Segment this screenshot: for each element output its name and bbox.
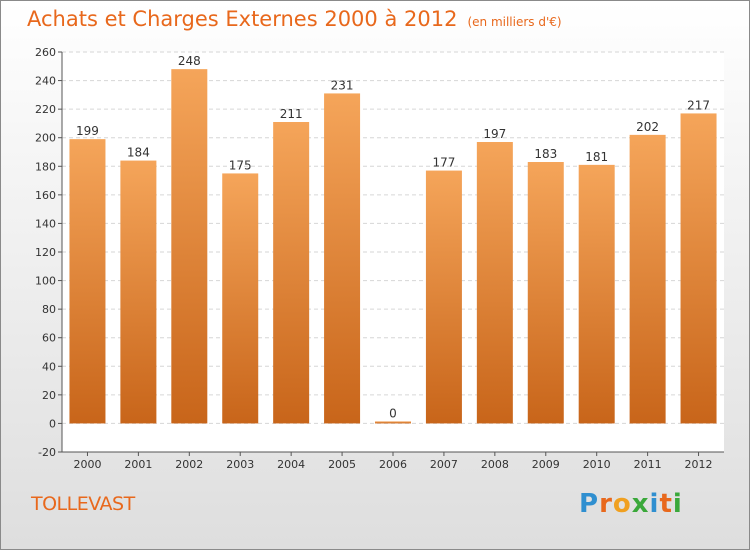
y-tick-label: 160 (35, 189, 56, 202)
logo-letter: i (672, 489, 683, 519)
x-tick-label: 2003 (226, 458, 254, 471)
bar-value-label: 175 (229, 158, 252, 172)
y-tick-label: 140 (35, 217, 56, 230)
y-axis: -20 0 20 40 60 80 100 120 140 160 180 200 220 240 260 (35, 46, 63, 459)
bar-value-label: 0 (389, 406, 397, 420)
x-tick-label: 2006 (379, 458, 407, 471)
bar-2009 (527, 162, 564, 424)
bar-value-label: 202 (636, 120, 659, 134)
logo-letter: r (599, 489, 613, 519)
bars: 199 184 248 175 211 231 0 177 197 183 181 202 217 (69, 54, 717, 424)
x-tick-label: 2004 (277, 458, 305, 471)
bar-2005 (324, 93, 361, 424)
bar-value-label: 177 (432, 156, 455, 170)
x-tick-label: 2011 (634, 458, 662, 471)
grid-lines (62, 51, 724, 453)
x-tick-label: 2002 (175, 458, 203, 471)
commune-name: TOLLEVAST (31, 493, 135, 515)
y-tick-label: 220 (35, 103, 56, 116)
y-tick-label: 80 (42, 303, 56, 316)
logo-letter: o (612, 489, 632, 519)
bar-2003 (222, 173, 259, 424)
bar-value-label: 199 (76, 124, 99, 138)
bar-2007 (425, 170, 462, 424)
x-tick-label: 2008 (481, 458, 509, 471)
x-tick-label: 2007 (430, 458, 458, 471)
x-tick-label: 2009 (532, 458, 560, 471)
logo-letter: x (631, 489, 650, 519)
bar-2006 (375, 421, 411, 424)
bar-2001 (120, 160, 157, 424)
bar-value-label: 217 (687, 98, 710, 112)
y-tick-label: 120 (35, 246, 56, 259)
x-tick-label: 2001 (124, 458, 152, 471)
y-tick-label: 180 (35, 160, 56, 173)
bar-2012 (680, 113, 717, 424)
x-tick-label: 2000 (73, 458, 101, 471)
bar-2004 (273, 122, 310, 424)
logo-letter: t (659, 489, 673, 519)
bar-value-label: 197 (483, 127, 506, 141)
y-tick-label: 100 (35, 275, 56, 288)
logo-letter: i (649, 489, 660, 519)
x-tick-label: 2010 (583, 458, 611, 471)
bar-2011 (629, 134, 666, 424)
y-tick-label: 40 (42, 360, 56, 373)
chart-subtitle: (en milliers d'€) (467, 15, 562, 29)
bar-2008 (476, 142, 513, 424)
chart-title-text: Achats et Charges Externes 2000 à 2012 (27, 7, 458, 31)
bar-value-label: 211 (280, 107, 303, 121)
bar-value-label: 231 (331, 78, 354, 92)
y-tick-label: 240 (35, 75, 56, 88)
chart-title: Achats et Charges Externes 2000 à 2012 (e… (27, 7, 562, 31)
y-tick-label: -20 (38, 446, 56, 459)
y-tick-label: 20 (42, 389, 56, 402)
x-tick-label: 2012 (685, 458, 713, 471)
bar-value-label: 248 (178, 54, 201, 68)
logo-letter: P (579, 489, 600, 519)
bar-value-label: 184 (127, 146, 150, 160)
bar-2002 (171, 69, 208, 424)
y-tick-label: 0 (49, 417, 56, 430)
x-tick-label: 2005 (328, 458, 356, 471)
bar-2000 (69, 139, 106, 424)
y-tick-label: 200 (35, 132, 56, 145)
proxiti-logo: Proxiti (579, 489, 683, 519)
bar-2010 (578, 164, 615, 424)
y-tick-label: 60 (42, 332, 56, 345)
bar-value-label: 183 (534, 147, 557, 161)
bar-value-label: 181 (585, 150, 608, 164)
y-tick-label: 260 (35, 46, 56, 59)
x-axis: 2000 2001 2002 2003 2004 2005 2006 2007 2008 2009… (62, 451, 724, 471)
